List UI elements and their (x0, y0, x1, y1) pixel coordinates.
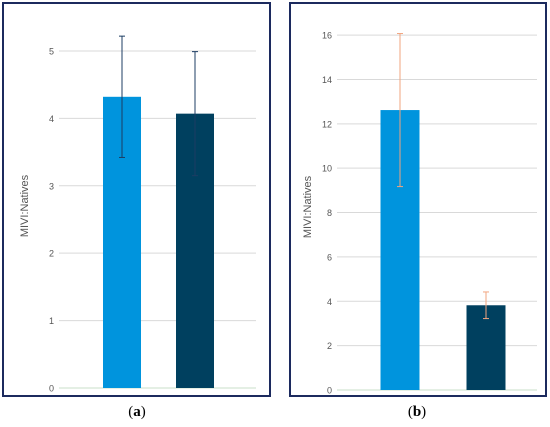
y-tick-label: 4 (49, 114, 54, 124)
y-tick-label: 8 (327, 208, 332, 218)
y-tick-label: 5 (49, 46, 54, 56)
y-tick-label: 2 (327, 341, 332, 351)
y-tick-label: 1 (49, 316, 54, 326)
chart-a-svg: 0 1 2 3 4 5 MIVI:Natives (19, 35, 256, 394)
chart-panel-b: 0 2 4 6 8 10 12 14 16 MIVI:Natives (289, 2, 547, 397)
y-tick-label: 14 (322, 75, 332, 85)
panel-label-b-text: b (412, 404, 422, 420)
chart-panel-a: 0 1 2 3 4 5 MIVI:Natives (2, 2, 271, 397)
bar (466, 305, 506, 390)
y-tick-label: 6 (327, 252, 332, 262)
y-tick-label: 16 (322, 31, 332, 41)
panel-label-a-text: a (133, 404, 141, 420)
panel-label-a: (a) (128, 404, 146, 420)
y-tick-label: 4 (327, 297, 332, 307)
y-tick-label: 2 (49, 249, 54, 259)
y-axis-label: MIVI:Natives (19, 174, 31, 237)
y-tick-label: 3 (49, 181, 54, 191)
y-tick-label: 0 (327, 386, 332, 396)
chart-b-svg: 0 2 4 6 8 10 12 14 16 MIVI:Natives (302, 31, 537, 396)
y-axis-label: MIVI:Natives (302, 175, 314, 238)
y-tick-label: 10 (322, 164, 332, 174)
panel-label-b: (b) (407, 404, 427, 420)
y-tick-label: 0 (49, 384, 54, 394)
y-tick-label: 12 (322, 119, 332, 129)
